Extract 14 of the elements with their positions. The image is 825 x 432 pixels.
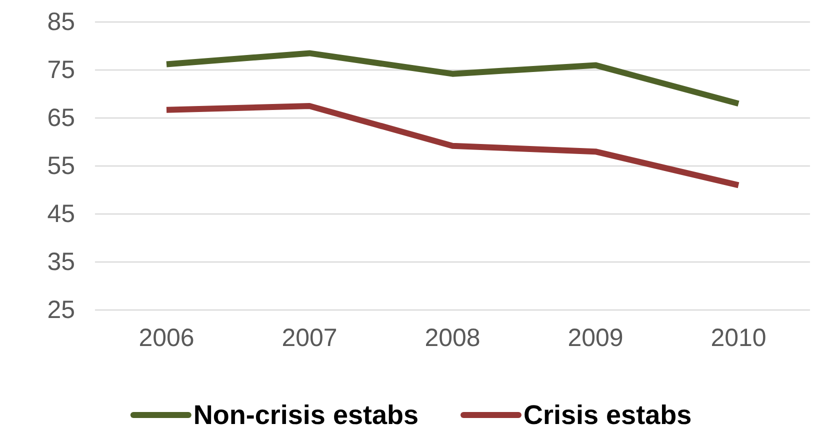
y-tick-label: 55: [47, 152, 75, 180]
x-tick-label: 2010: [710, 324, 766, 352]
y-tick-label: 75: [47, 56, 75, 84]
x-tick-label: 2008: [424, 324, 480, 352]
y-tick-label: 45: [47, 200, 75, 228]
x-tick-label: 2009: [568, 324, 624, 352]
legend-label: Non-crisis estabs: [193, 400, 418, 430]
x-tick-label: 2007: [282, 324, 338, 352]
y-tick-label: 85: [47, 8, 75, 36]
x-tick-label: 2006: [138, 324, 194, 352]
y-tick-label: 25: [47, 296, 75, 324]
legend-label: Crisis estabs: [524, 400, 692, 430]
y-tick-label: 65: [47, 104, 75, 132]
y-tick-label: 35: [47, 248, 75, 276]
